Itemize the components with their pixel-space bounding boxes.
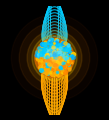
Circle shape	[45, 48, 64, 68]
Circle shape	[32, 35, 77, 80]
Circle shape	[35, 38, 74, 77]
Circle shape	[27, 30, 82, 85]
Circle shape	[19, 23, 90, 93]
Circle shape	[48, 47, 61, 61]
